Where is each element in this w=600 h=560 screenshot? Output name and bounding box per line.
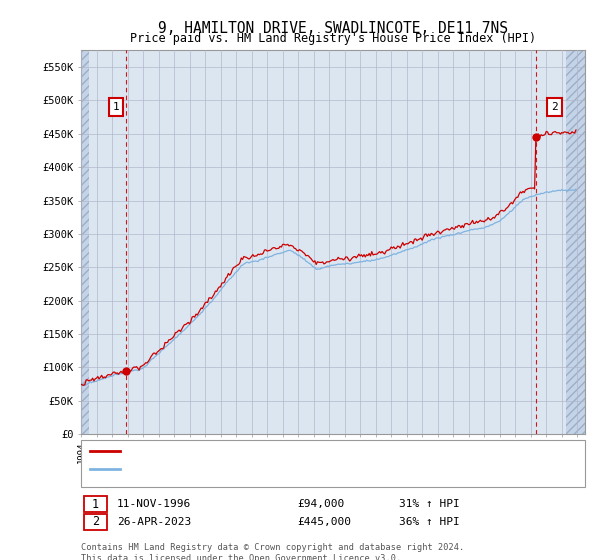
Text: 9, HAMILTON DRIVE, SWADLINCOTE, DE11 7NS: 9, HAMILTON DRIVE, SWADLINCOTE, DE11 7NS [158,21,508,36]
Text: 26-APR-2023: 26-APR-2023 [117,517,191,527]
Text: 11-NOV-1996: 11-NOV-1996 [117,499,191,509]
Text: 31% ↑ HPI: 31% ↑ HPI [399,499,460,509]
Bar [81,50,89,434]
Text: HPI: Average price, detached house, South Derbyshire: HPI: Average price, detached house, Sout… [126,464,451,474]
Text: 2: 2 [551,102,557,112]
Text: 1: 1 [113,102,119,112]
Text: Price paid vs. HM Land Registry's House Price Index (HPI): Price paid vs. HM Land Registry's House … [130,32,536,45]
Bar [81,50,89,434]
Bar [566,50,585,434]
Text: 9, HAMILTON DRIVE, SWADLINCOTE, DE11 7NS (detached house): 9, HAMILTON DRIVE, SWADLINCOTE, DE11 7NS… [126,446,482,456]
Text: 1: 1 [92,497,99,511]
Text: Contains HM Land Registry data © Crown copyright and database right 2024.
This d: Contains HM Land Registry data © Crown c… [81,543,464,560]
Text: 2: 2 [92,515,99,529]
Text: £94,000: £94,000 [297,499,344,509]
Bar [566,50,585,434]
Text: £445,000: £445,000 [297,517,351,527]
Text: 36% ↑ HPI: 36% ↑ HPI [399,517,460,527]
